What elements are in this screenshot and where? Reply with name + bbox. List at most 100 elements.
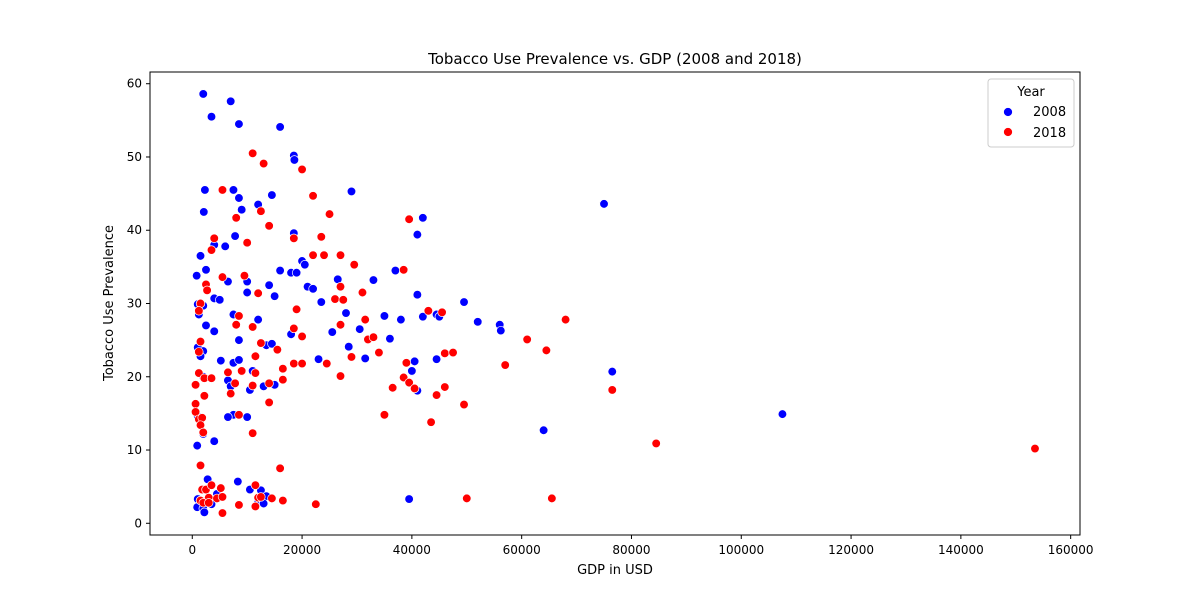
series-2008 [192,89,788,517]
data-point-2018 [250,368,261,378]
data-point-2018 [234,311,244,321]
data-point-2018 [216,483,226,493]
data-point-2018 [206,245,217,255]
data-point-2008 [407,366,417,376]
data-point-2018 [330,294,340,304]
data-point-2018 [409,383,420,394]
data-point-2018 [264,378,274,389]
data-point-2008 [418,312,428,322]
y-tick-label: 40 [127,223,142,237]
data-point-2008 [234,119,244,129]
data-point-2018 [368,332,379,342]
data-point-2018 [541,345,552,356]
data-point-2018 [258,158,269,169]
data-point-2008 [390,265,401,276]
data-point-2018 [289,233,299,243]
data-point-2018 [522,334,532,345]
data-point-2018 [204,498,214,508]
data-point-2008 [313,354,324,364]
data-point-2008 [228,185,239,195]
data-point-2008 [431,354,442,364]
points-layer [190,89,1040,518]
data-point-2018 [651,438,661,449]
data-point-2018 [500,360,510,370]
data-point-2018 [322,358,332,369]
data-point-2008 [412,229,423,240]
data-point-2018 [217,492,228,502]
data-point-2008 [473,317,483,327]
data-point-2018 [423,306,433,316]
data-point-2018 [431,390,442,400]
data-point-2018 [226,388,236,399]
data-point-2018 [335,371,346,381]
data-point-2008 [223,412,233,422]
data-point-2008 [195,251,206,261]
data-point-2008 [209,326,219,336]
data-point-2018 [278,495,288,506]
x-tick-label: 80000 [612,543,650,557]
data-point-2018 [379,410,390,420]
data-point-2018 [440,348,450,358]
data-point-2008 [230,231,240,241]
data-point-2018 [316,232,326,242]
data-point-2018 [462,493,472,504]
data-point-2018 [209,233,219,243]
data-point-2018 [607,385,617,395]
data-point-2008 [538,425,549,435]
data-point-2008 [308,284,318,294]
data-point-2008 [275,265,285,276]
data-point-2018 [195,336,206,347]
data-point-2018 [311,499,321,509]
data-point-2018 [297,164,307,175]
chart-title: Tobacco Use Prevalence vs. GDP (2008 and… [427,50,802,68]
data-point-2008 [409,356,420,367]
data-point-2008 [206,112,217,122]
data-point-2008 [199,507,210,517]
data-point-2008 [234,355,244,365]
data-point-2018 [231,213,241,223]
data-point-2018 [250,480,261,490]
data-point-2018 [250,501,261,512]
data-point-2018 [374,347,384,358]
data-point-2018 [388,383,398,393]
data-point-2008 [234,335,244,345]
data-point-2008 [346,186,357,197]
data-point-2018 [242,238,252,248]
y-tick-label: 60 [127,77,142,91]
data-point-2008 [360,353,370,364]
data-point-2008 [459,297,469,307]
legend-label-2018: 2018 [1033,126,1066,141]
data-point-2018 [335,320,346,330]
data-point-2008 [233,476,243,487]
data-point-2018 [404,214,414,224]
x-axis: 0 20000 40000 60000 80000 100000 120000 140000 1… [188,535,1094,557]
data-point-2018 [360,314,370,325]
data-point-2008 [242,287,252,298]
y-tick-label: 0 [134,516,142,530]
y-tick-label: 50 [127,150,142,164]
data-point-2018 [206,480,217,490]
data-point-2008 [226,96,236,106]
legend-marker-2008 [1003,107,1013,117]
data-point-2008 [198,89,208,99]
data-point-2008 [777,409,788,419]
data-point-2008 [201,265,211,275]
data-point-2008 [267,190,277,200]
data-point-2018 [560,314,571,325]
data-point-2018 [194,306,204,316]
data-point-2018 [230,378,240,389]
data-point-2008 [289,155,300,165]
data-point-2008 [216,355,226,366]
data-point-2018 [267,493,277,504]
data-point-2008 [192,440,202,451]
data-point-2008 [220,241,230,252]
data-point-2008 [237,205,247,215]
data-point-2008 [199,207,209,217]
data-point-2018 [248,380,258,391]
data-point-2018 [256,338,266,348]
data-point-2018 [349,260,359,270]
data-point-2018 [1030,443,1040,454]
x-tick-label: 20000 [283,543,321,557]
data-point-2008 [355,324,365,334]
data-point-2008 [496,325,506,336]
